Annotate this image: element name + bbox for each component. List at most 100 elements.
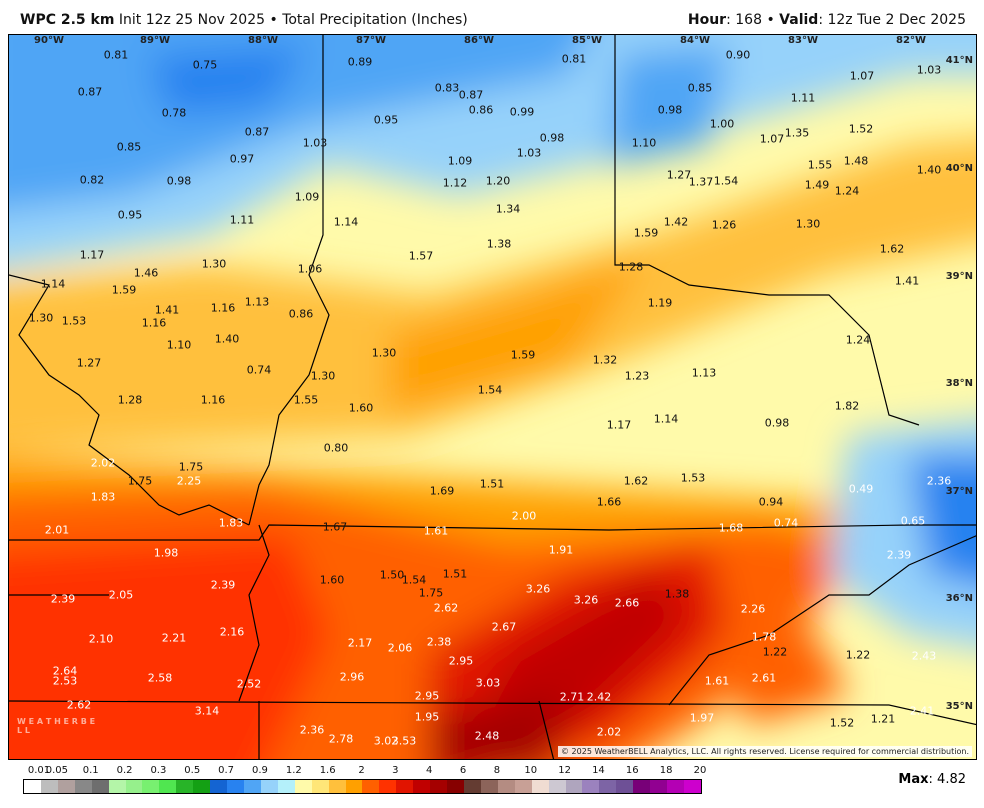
precip-value-label: 1.38 [486,237,512,251]
precip-field [9,35,976,759]
precip-value-label: 3.03 [475,676,501,690]
precip-value-label: 0.86 [468,103,494,117]
precip-value-label: 2.17 [347,636,373,650]
precip-value-label: 1.42 [663,215,689,229]
precip-value-label: 1.30 [371,346,397,360]
precip-value-label: 1.03 [516,146,542,160]
precip-value-label: 0.95 [373,113,399,127]
precip-value-label: 1.10 [631,136,657,150]
longitude-label: 87°W [356,35,386,46]
legend-swatch [514,780,532,793]
precip-value-label: 2.41 [909,704,935,718]
legend-swatch [311,780,329,793]
legend-swatch [328,780,346,793]
legend-swatch [430,780,448,793]
precip-value-label: 1.52 [848,122,874,136]
precip-value-label: 3.53 [391,734,417,748]
precip-value-label: 1.06 [297,262,323,276]
precip-value-label: 1.09 [447,154,473,168]
precip-value-label: 2.26 [740,602,766,616]
hour-value: 168 [735,12,762,28]
precip-value-label: 0.98 [539,131,565,145]
legend-tick-label: 6 [459,765,467,776]
precip-value-label: 1.23 [624,369,650,383]
precip-value-label: 1.26 [711,218,737,232]
legend-swatch [480,780,498,793]
precip-value-label: 1.14 [40,277,66,291]
precip-value-label: 1.75 [127,474,153,488]
precip-value-label: 1.17 [606,418,632,432]
legend-tick-label: 0.01 [27,765,51,776]
precip-value-label: 2.10 [88,632,114,646]
legend-swatch [91,780,109,793]
precip-value-label: 0.75 [192,58,218,72]
precip-value-label: 0.87 [458,88,484,102]
precip-value-label: 1.19 [647,296,673,310]
precip-value-label: 1.37 [688,175,714,189]
precip-value-label: 1.53 [680,471,706,485]
legend-tick-label: 8 [493,765,501,776]
legend-swatch [345,780,363,793]
precip-value-label: 2.25 [176,474,202,488]
precip-value-label: 1.61 [704,674,730,688]
legend-swatch [616,780,634,793]
legend-tick-label: 16 [625,765,639,776]
legend-tick-label: 0.1 [82,765,99,776]
precip-value-label: 1.38 [664,587,690,601]
legend-tick-label: 12 [558,765,571,776]
precip-value-label: 1.13 [244,295,270,309]
legend-colorbar [23,779,702,794]
legend-swatch [142,780,160,793]
precip-value-label: 1.16 [200,393,226,407]
legend-tick-label: 20 [693,765,707,776]
legend-swatch [362,780,380,793]
max-value: Max: 4.82 [898,772,966,787]
longitude-label: 83°W [788,35,818,46]
map-title: WPC 2.5 km Init 12z 25 Nov 2025 • Total … [20,12,468,28]
precip-value-label: 1.20 [485,174,511,188]
precip-value-label: 1.27 [76,356,102,370]
precip-value-label: 1.14 [653,412,679,426]
weatherbell-logo: W E A T H E R B E L L [17,717,96,735]
precip-value-label: 1.07 [759,132,785,146]
precip-value-label: 1.46 [133,266,159,280]
precip-value-label: 2.62 [433,601,459,615]
precip-value-label: 2.36 [299,723,325,737]
precip-value-label: 2.96 [339,670,365,684]
precip-value-label: 1.30 [795,217,821,231]
longitude-label: 84°W [680,35,710,46]
legend-tick-label: 18 [659,765,673,776]
precip-value-label: 2.02 [596,725,622,739]
latitude-label: 38°N [945,378,973,389]
longitude-label: 82°W [896,35,926,46]
precip-value-label: 0.98 [764,416,790,430]
legend-tick-label: 14 [592,765,605,776]
precip-value-label: 2.61 [751,671,777,685]
legend-swatch [599,780,617,793]
precip-value-label: 0.82 [79,173,105,187]
longitude-label: 88°W [248,35,278,46]
separator: • [269,12,278,28]
precip-value-label: 1.54 [713,174,739,188]
precip-value-label: 1.11 [229,213,255,227]
model-name: WPC 2.5 km [20,12,115,28]
precip-value-label: 0.65 [900,514,926,528]
precip-value-label: 1.78 [751,630,777,644]
legend-swatch [24,780,41,793]
precip-value-label: 2.48 [474,729,500,743]
legend-tick-label: 0.3 [150,765,167,776]
precip-value-label: 1.35 [784,126,810,140]
precip-value-label: 1.11 [790,91,816,105]
precipitation-map[interactable]: 90°W 89°W 88°W 87°W 86°W 85°W 84°W 83°W 82°W 41°N… [8,34,977,760]
precip-value-label: 1.10 [166,338,192,352]
precip-value-label: 1.97 [689,711,715,725]
precip-value-label: 1.75 [178,460,204,474]
precip-value-label: 1.00 [709,117,735,131]
precip-value-label: 1.30 [28,311,54,325]
precip-value-label: 1.59 [633,226,659,240]
precip-value-label: 0.83 [434,81,460,95]
legend-swatch [74,780,92,793]
precip-value-label: 2.53 [52,674,78,688]
product-name: Total Precipitation (Inches) [282,12,468,28]
precip-value-label: 0.85 [687,81,713,95]
